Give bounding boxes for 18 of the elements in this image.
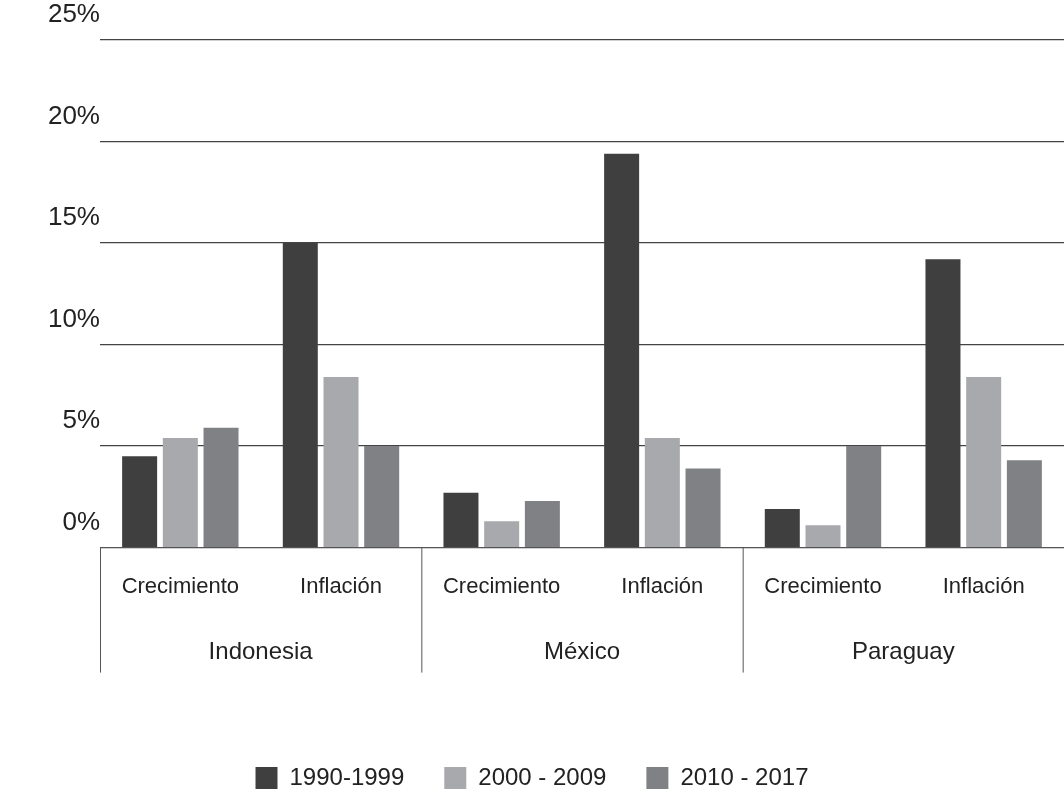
- x-tick-label: Crecimiento: [764, 572, 882, 598]
- x-tick-label: Inflación: [942, 572, 1025, 598]
- legend-label: 1990-1999: [289, 762, 405, 790]
- y-tick-label: 15%: [47, 201, 100, 232]
- legend-label: 2010 - 2017: [680, 762, 809, 790]
- x-tick-label: Inflación: [621, 572, 704, 598]
- y-tick-label: 25%: [47, 0, 100, 29]
- text: Paraguay: [851, 637, 955, 665]
- y-tick-label: 5%: [62, 404, 100, 435]
- legend-label: 2000 - 2009: [478, 762, 607, 790]
- x-tick-label: Crecimiento: [442, 572, 561, 598]
- x-tick-label: Crecimiento: [121, 572, 240, 598]
- text: México: [543, 637, 621, 665]
- y-tick-label: 10%: [47, 302, 100, 333]
- x-tick-label: Inflación: [300, 572, 382, 598]
- y-tick-label: 20%: [47, 99, 100, 130]
- y-tick-label: 0%: [62, 505, 100, 536]
- text: Indonesia: [208, 637, 314, 665]
